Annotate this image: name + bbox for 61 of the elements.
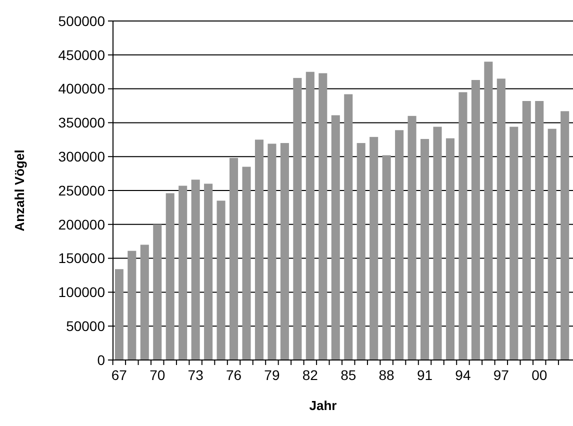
y-tick-label: 500000 bbox=[58, 12, 106, 29]
bar bbox=[344, 94, 353, 360]
y-tick-label: 100000 bbox=[58, 284, 106, 300]
bar bbox=[446, 138, 454, 360]
bar bbox=[128, 250, 136, 360]
x-tick-label: 88 bbox=[378, 367, 395, 383]
y-tick-label: 350000 bbox=[58, 114, 106, 131]
x-tick-label: 97 bbox=[493, 367, 510, 383]
bar bbox=[268, 144, 276, 360]
bar bbox=[522, 101, 531, 360]
bar bbox=[216, 200, 226, 360]
y-tick-label: 250000 bbox=[58, 182, 106, 198]
y-tick-label: 200000 bbox=[58, 216, 106, 232]
x-tick-label: 94 bbox=[455, 367, 471, 383]
bar bbox=[370, 136, 378, 360]
x-tick-label: 82 bbox=[302, 367, 318, 383]
bar bbox=[548, 128, 556, 360]
bar bbox=[382, 155, 391, 360]
bar bbox=[318, 73, 328, 360]
bar bbox=[204, 184, 213, 360]
bar bbox=[230, 158, 238, 360]
x-tick-label: 00 bbox=[532, 367, 548, 383]
bar bbox=[395, 130, 404, 360]
x-tick-label: 91 bbox=[416, 367, 433, 383]
y-axis-title: Anzahl Vögel bbox=[12, 150, 27, 232]
bar bbox=[331, 115, 340, 360]
bar bbox=[458, 92, 468, 360]
bar bbox=[356, 143, 366, 360]
bar bbox=[484, 62, 493, 360]
bar bbox=[114, 269, 124, 360]
y-tick-label: 400000 bbox=[58, 80, 106, 97]
y-tick-label: 300000 bbox=[58, 148, 106, 164]
x-tick-label: 79 bbox=[264, 367, 280, 383]
bar bbox=[471, 80, 480, 360]
x-tick-label: 85 bbox=[340, 367, 356, 383]
y-tick-label: 50000 bbox=[66, 318, 106, 334]
bar bbox=[280, 143, 289, 360]
bar bbox=[535, 101, 544, 360]
x-tick-label: 76 bbox=[226, 367, 242, 383]
bar bbox=[496, 78, 506, 360]
bar bbox=[166, 193, 174, 360]
bar bbox=[420, 138, 430, 360]
bar bbox=[140, 244, 149, 360]
y-tick-label: 450000 bbox=[58, 46, 106, 63]
bar bbox=[254, 140, 264, 360]
bar bbox=[433, 126, 442, 360]
x-axis-title: Jahr bbox=[309, 398, 337, 413]
bar bbox=[293, 78, 302, 360]
y-tick-label: 0 bbox=[97, 352, 106, 368]
bar bbox=[153, 224, 162, 360]
bar bbox=[560, 111, 570, 360]
bar bbox=[191, 180, 200, 360]
bar bbox=[306, 72, 314, 360]
y-tick-label: 150000 bbox=[58, 250, 106, 266]
bar bbox=[178, 186, 188, 360]
bar bbox=[242, 166, 251, 360]
bar bbox=[510, 126, 518, 360]
bar bbox=[408, 116, 416, 360]
x-tick-label: 70 bbox=[150, 367, 166, 383]
x-tick-label: 67 bbox=[111, 367, 128, 383]
x-tick-label: 73 bbox=[188, 367, 204, 383]
